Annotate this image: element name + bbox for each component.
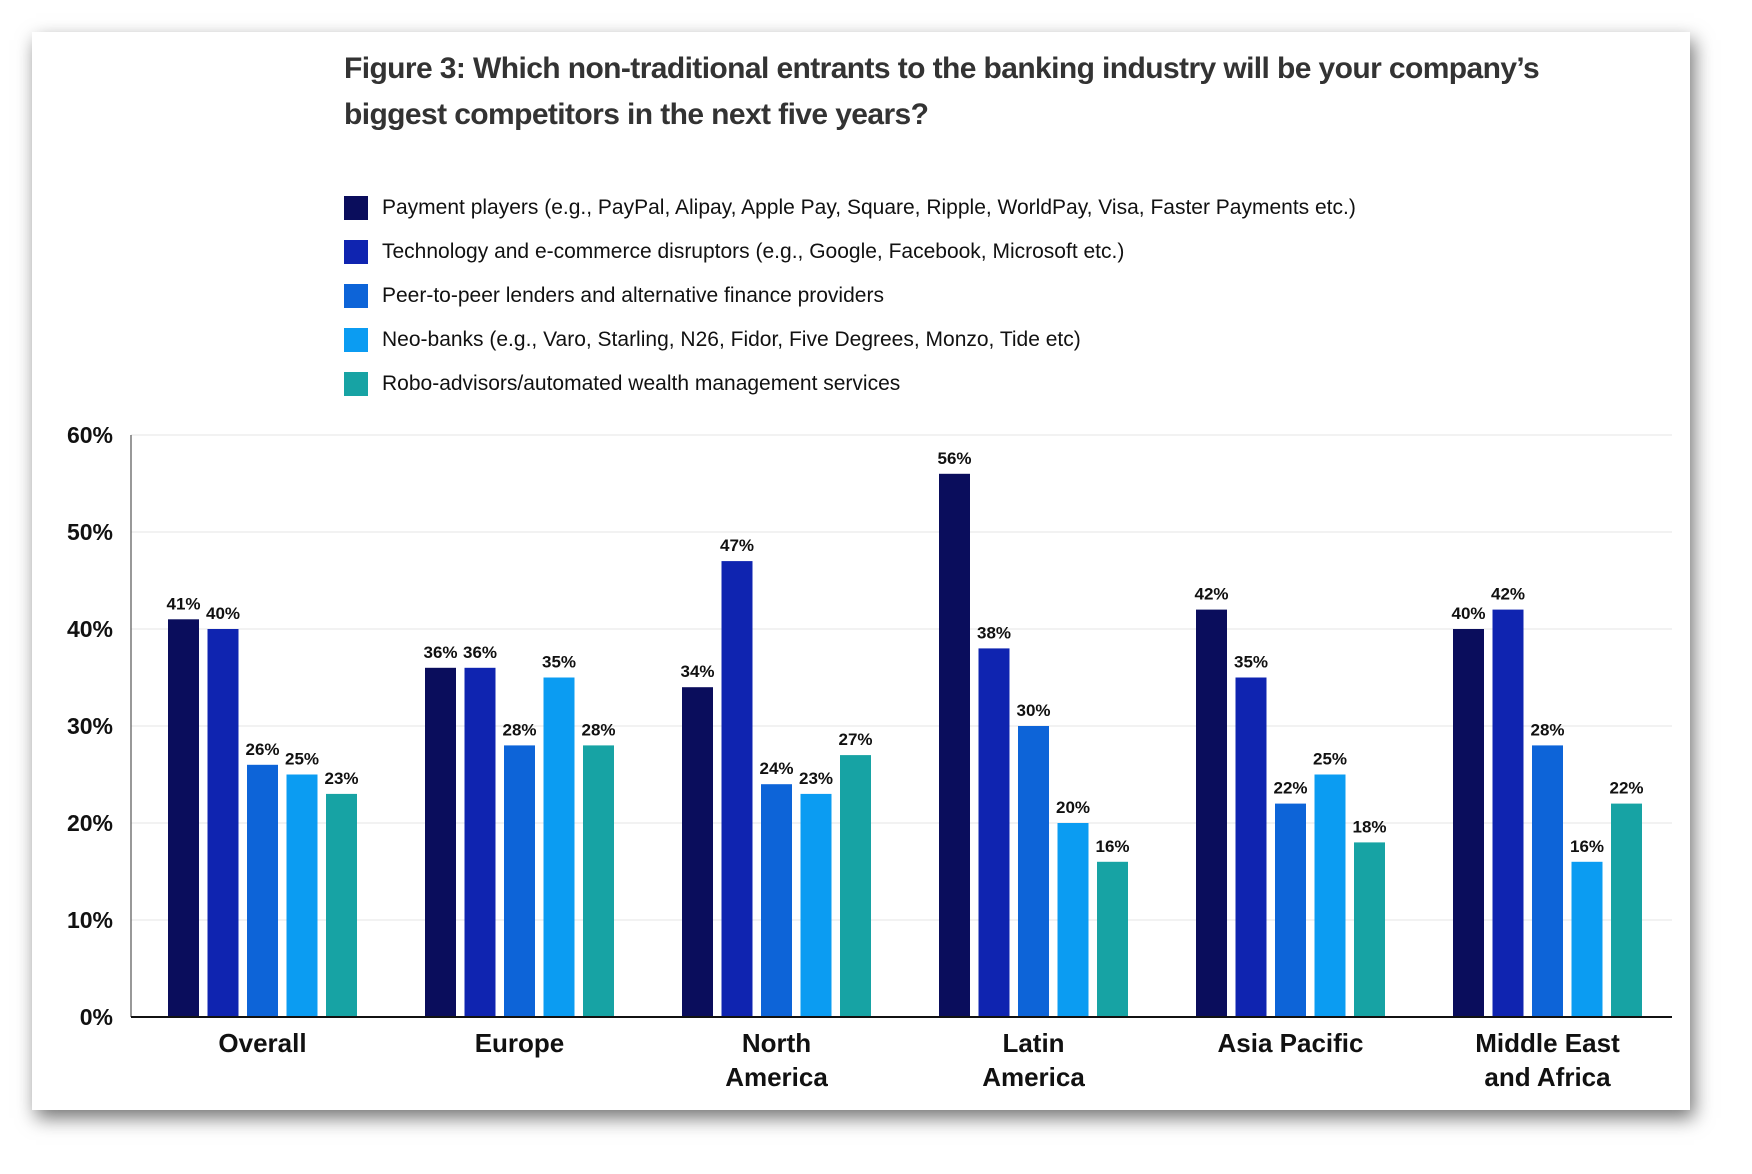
bar <box>1196 609 1227 1017</box>
bar <box>543 677 575 1017</box>
bar <box>1235 677 1267 1017</box>
data-label: 20% <box>1056 798 1090 817</box>
data-label: 16% <box>1095 837 1129 856</box>
bar <box>286 774 318 1017</box>
legend-item-payment-players: Payment players (e.g., PayPal, Alipay, A… <box>344 186 1356 230</box>
y-tick-label: 50% <box>67 519 113 545</box>
y-tick-label: 0% <box>80 1004 113 1030</box>
bar <box>1314 774 1346 1017</box>
data-label: 34% <box>680 662 714 681</box>
x-category-label: North <box>742 1028 811 1058</box>
data-label: 28% <box>581 720 615 739</box>
bar <box>504 745 535 1017</box>
data-label: 22% <box>1273 779 1307 798</box>
x-category-label: and Africa <box>1484 1062 1611 1092</box>
data-label: 22% <box>1609 779 1643 798</box>
data-label: 24% <box>759 759 793 778</box>
data-label: 27% <box>838 730 872 749</box>
y-tick-label: 10% <box>67 907 113 933</box>
bar <box>978 648 1010 1017</box>
data-label: 28% <box>1530 720 1564 739</box>
bar <box>1018 726 1049 1017</box>
legend-item-robo-advisors: Robo-advisors/automated wealth managemen… <box>344 362 1356 406</box>
data-label: 47% <box>720 536 754 555</box>
bar <box>326 793 357 1017</box>
legend: Payment players (e.g., PayPal, Alipay, A… <box>344 186 1356 406</box>
bar <box>1571 861 1603 1017</box>
x-category-label: Middle East <box>1475 1028 1620 1058</box>
data-label: 36% <box>463 643 497 662</box>
data-label: 36% <box>423 643 457 662</box>
x-category-label: Europe <box>475 1028 565 1058</box>
bar <box>1354 842 1385 1017</box>
data-label: 41% <box>166 594 200 613</box>
bar <box>168 619 199 1017</box>
bar <box>207 629 239 1017</box>
data-label: 25% <box>1313 750 1347 769</box>
x-category-label: Latin <box>1002 1028 1064 1058</box>
legend-label: Payment players (e.g., PayPal, Alipay, A… <box>382 196 1356 219</box>
legend-label: Neo-banks (e.g., Varo, Starling, N26, Fi… <box>382 328 1081 351</box>
data-label: 25% <box>285 750 319 769</box>
data-label: 35% <box>542 653 576 672</box>
legend-item-p2p-lenders: Peer-to-peer lenders and alternative fin… <box>344 274 1356 318</box>
y-tick-label: 40% <box>67 616 113 642</box>
data-label: 40% <box>1451 604 1485 623</box>
bar <box>721 561 753 1017</box>
bar <box>1275 803 1306 1017</box>
bar <box>1097 861 1128 1017</box>
legend-swatch <box>344 328 368 352</box>
bar <box>761 784 792 1017</box>
data-label: 42% <box>1491 585 1525 604</box>
bar <box>1453 629 1484 1017</box>
legend-swatch <box>344 372 368 396</box>
y-tick-label: 60% <box>67 422 113 448</box>
data-label: 18% <box>1352 817 1386 836</box>
legend-label: Technology and e-commerce disruptors (e.… <box>382 240 1125 263</box>
data-label: 56% <box>937 449 971 468</box>
bar <box>583 745 614 1017</box>
data-label: 40% <box>206 604 240 623</box>
bar <box>1532 745 1563 1017</box>
bar <box>247 764 278 1017</box>
legend-swatch <box>344 196 368 220</box>
legend-swatch <box>344 240 368 264</box>
data-label: 38% <box>977 623 1011 642</box>
legend-label: Robo-advisors/automated wealth managemen… <box>382 372 901 395</box>
data-label: 35% <box>1234 653 1268 672</box>
x-category-label: America <box>982 1062 1085 1092</box>
y-tick-label: 20% <box>67 810 113 836</box>
legend-item-neo-banks: Neo-banks (e.g., Varo, Starling, N26, Fi… <box>344 318 1356 362</box>
x-category-label: Overall <box>218 1028 306 1058</box>
bar <box>800 793 832 1017</box>
x-category-label: America <box>725 1062 828 1092</box>
chart-title: Figure 3: Which non-traditional entrants… <box>344 52 1540 131</box>
y-tick-label: 30% <box>67 713 113 739</box>
bar <box>1057 823 1089 1017</box>
bar <box>1492 609 1524 1017</box>
data-label: 42% <box>1194 585 1228 604</box>
bar <box>840 755 871 1017</box>
legend-label: Peer-to-peer lenders and alternative fin… <box>382 284 884 307</box>
bar <box>939 473 970 1017</box>
bar <box>1611 803 1642 1017</box>
bar <box>682 687 713 1017</box>
data-label: 16% <box>1570 837 1604 856</box>
legend-swatch <box>344 284 368 308</box>
data-label: 26% <box>245 740 279 759</box>
x-category-label: Asia Pacific <box>1218 1028 1364 1058</box>
bar <box>425 667 456 1017</box>
data-label: 23% <box>324 769 358 788</box>
legend-item-tech-disruptors: Technology and e-commerce disruptors (e.… <box>344 230 1356 274</box>
bar <box>464 667 496 1017</box>
data-label: 30% <box>1016 701 1050 720</box>
data-label: 23% <box>799 769 833 788</box>
data-label: 28% <box>502 720 536 739</box>
